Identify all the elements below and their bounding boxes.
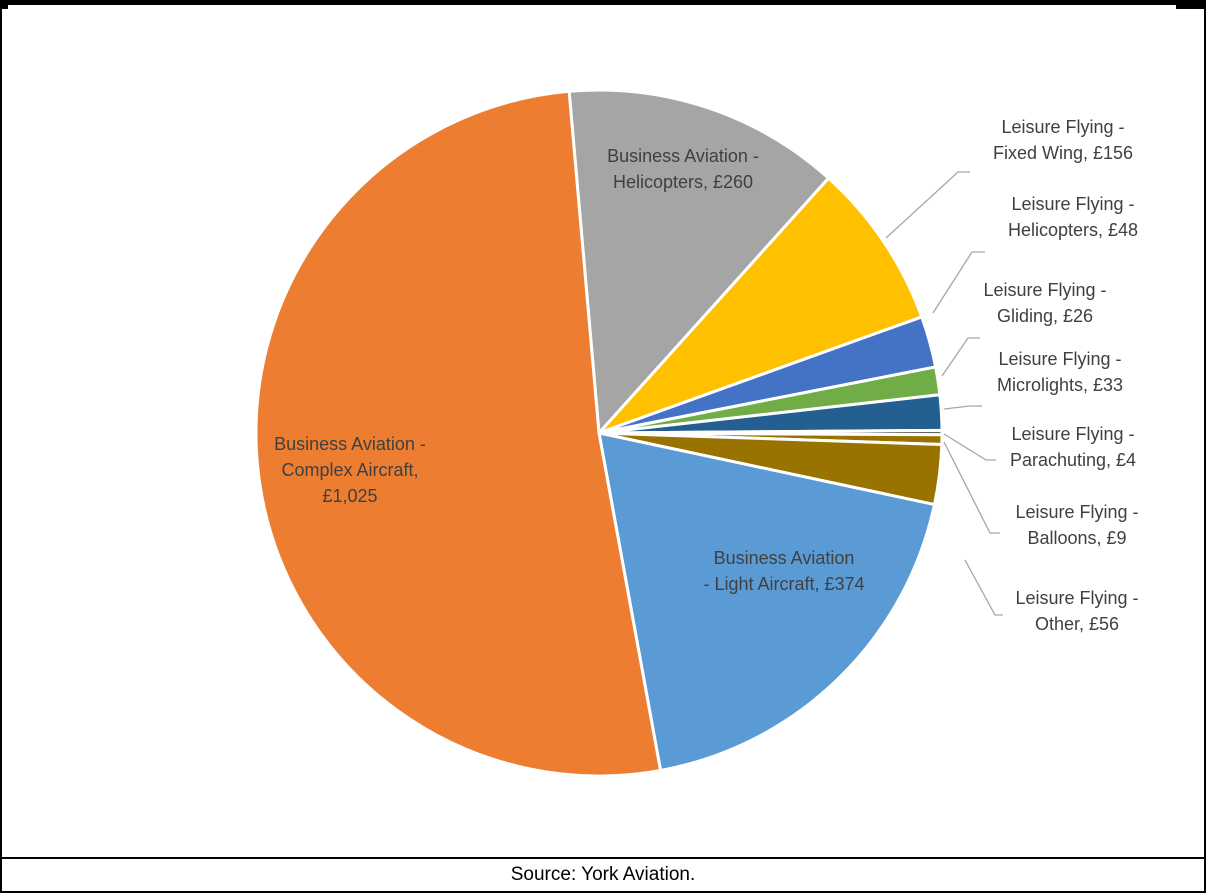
slice-label-line: Helicopters, £260	[613, 172, 753, 192]
slice-label-line: - Light Aircraft, £374	[703, 574, 864, 594]
source-caption: Source: York Aviation.	[510, 864, 696, 885]
slice-label-line: Leisure Flying -	[1011, 194, 1134, 214]
slice-label-line: Business Aviation -	[274, 434, 426, 454]
leader-line-2	[885, 171, 970, 239]
slice-label-line: Leisure Flying -	[1015, 588, 1138, 608]
slice-label-line: Business Aviation -	[607, 146, 759, 166]
frame-left-border	[0, 0, 2, 893]
frame-top-border	[0, 0, 1206, 5]
leader-line-7	[943, 441, 1000, 534]
slice-label-line: Complex Aircraft,	[281, 460, 418, 480]
slice-label-line: £1,025	[322, 486, 377, 506]
leader-line-8	[964, 559, 1003, 616]
pie-slice-0	[254, 89, 663, 778]
slice-label-0: Business Aviation - Complex Aircraft, £1,0…	[274, 434, 426, 506]
leader-line-5	[943, 405, 982, 410]
slice-label-line: Balloons, £9	[1027, 528, 1126, 548]
frame-corner-right	[1176, 0, 1206, 9]
slice-label-5: Leisure Flying - Microlights, £33	[997, 349, 1123, 395]
pie-chart: Business Aviation - Complex Aircraft, £1,0…	[254, 88, 1139, 778]
frame-corner-left	[0, 0, 8, 9]
slice-label-line: Leisure Flying -	[983, 280, 1106, 300]
slice-label-line: Microlights, £33	[997, 375, 1123, 395]
slice-label-8: Leisure Flying - Other, £56	[1015, 588, 1138, 634]
slice-label-9: Business Aviation - Light Aircraft, £374	[703, 548, 864, 594]
leader-line-3	[932, 251, 985, 314]
leader-line-6	[943, 433, 996, 461]
slice-label-line: Gliding, £26	[997, 306, 1093, 326]
slice-label-2: Leisure Flying - Fixed Wing, £156	[993, 117, 1133, 163]
pie-slice-1	[567, 88, 831, 435]
slice-label-7: Leisure Flying - Balloons, £9	[1015, 502, 1138, 548]
frame-right-border	[1204, 0, 1206, 893]
leader-line-4	[941, 337, 980, 377]
slice-label-6: Leisure Flying - Parachuting, £4	[1010, 424, 1136, 470]
slice-label-line: Fixed Wing, £156	[993, 143, 1133, 163]
slice-label-line: Leisure Flying -	[1001, 117, 1124, 137]
slice-label-4: Leisure Flying - Gliding, £26	[983, 280, 1106, 326]
pie-slice-2	[597, 176, 924, 435]
slice-label-line: Leisure Flying -	[1011, 424, 1134, 444]
caption-separator	[0, 857, 1206, 859]
slice-label-line: Leisure Flying -	[1015, 502, 1138, 522]
pie-slice-9	[597, 431, 936, 772]
slice-label-3: Leisure Flying - Helicopters, £48	[1008, 194, 1138, 240]
slice-label-line: Leisure Flying -	[998, 349, 1121, 369]
slice-label-line: Business Aviation	[714, 548, 855, 568]
slice-label-line: Parachuting, £4	[1010, 450, 1136, 470]
slice-label-line: Other, £56	[1035, 614, 1119, 634]
slice-label-1: Business Aviation - Helicopters, £260	[607, 146, 759, 192]
frame-bottom-border	[0, 891, 1206, 893]
slice-label-line: Helicopters, £48	[1008, 220, 1138, 240]
